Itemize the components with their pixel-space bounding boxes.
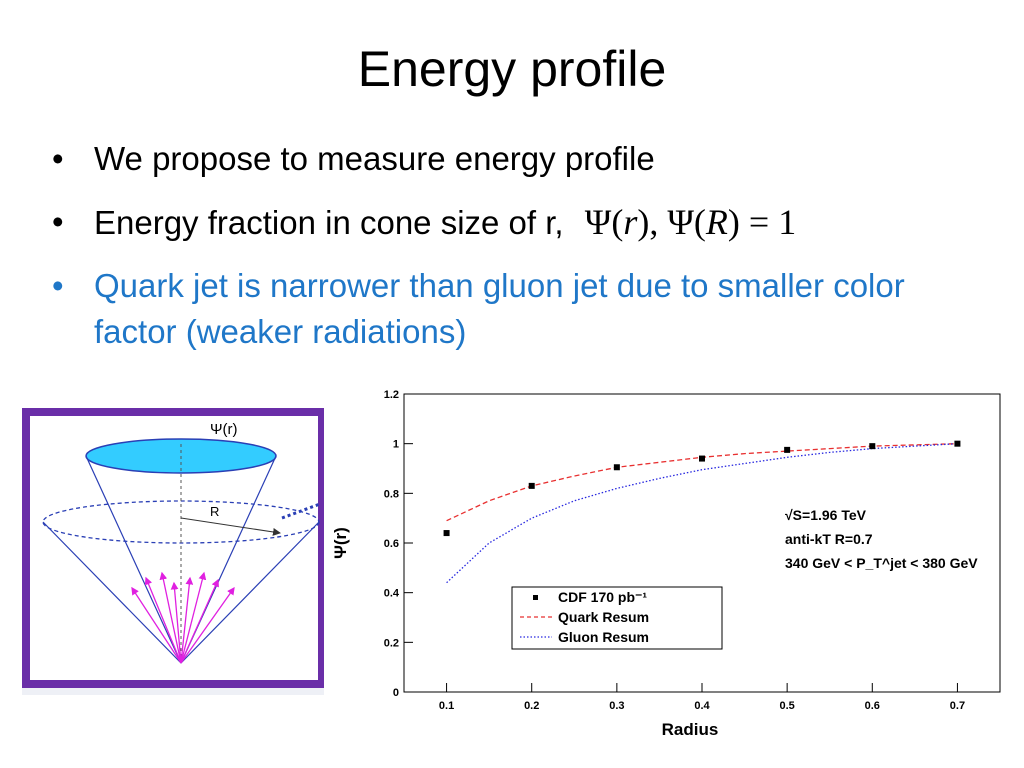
cone-top-label: Ψ(r) bbox=[210, 421, 238, 438]
bullet-item: • We propose to measure energy profile bbox=[52, 136, 992, 182]
cone-diagram: Ψ(r) R bbox=[22, 408, 324, 695]
data-point bbox=[954, 440, 961, 447]
y-axis: 0 0.2 0.4 0.6 0.8 1 1.2 bbox=[384, 389, 413, 699]
bullet-text: Energy fraction in cone size of r, bbox=[94, 204, 564, 241]
x-tick-label: 0.5 bbox=[779, 700, 794, 712]
radius-extension bbox=[281, 502, 321, 520]
x-axis-label: Radius bbox=[662, 720, 719, 739]
legend-cdf: CDF 170 pb⁻¹ bbox=[558, 589, 647, 605]
y-tick-label: 0 bbox=[393, 687, 399, 699]
x-tick-label: 0.3 bbox=[609, 700, 624, 712]
x-tick-label: 0.7 bbox=[950, 700, 965, 712]
data-point bbox=[443, 530, 450, 537]
particle-arrow bbox=[144, 576, 182, 664]
particle-arrows bbox=[131, 571, 235, 664]
slide-title: Energy profile bbox=[357, 41, 667, 97]
bullet-dot: • bbox=[52, 203, 64, 240]
y-tick-label: 0.2 bbox=[384, 637, 399, 649]
y-tick-label: 0.4 bbox=[384, 588, 400, 600]
formula-rhs: 1 bbox=[778, 202, 797, 242]
formula-r: r bbox=[623, 202, 638, 242]
particle-arrow bbox=[180, 578, 219, 664]
bullet-item: • Energy fraction in cone size of r, Ψ(r… bbox=[52, 199, 992, 246]
bullet-dot: • bbox=[52, 267, 64, 304]
particle-arrow bbox=[180, 586, 235, 664]
x-axis: 0.1 0.2 0.3 0.4 0.5 0.6 0.7 bbox=[439, 683, 965, 712]
data-point bbox=[699, 455, 705, 462]
y-axis-label: Ψ(r) bbox=[331, 527, 350, 559]
radius-arrow bbox=[180, 517, 281, 536]
formula-R: R bbox=[705, 202, 728, 242]
particle-arrow bbox=[131, 586, 182, 664]
radius-edge-left bbox=[42, 521, 182, 664]
annotation-algorithm: anti-kT R=0.7 bbox=[785, 531, 873, 547]
gluon-resum-curve bbox=[446, 443, 958, 584]
legend-marker-cdf bbox=[533, 595, 538, 600]
bullet-list: • We propose to measure energy profile •… bbox=[52, 136, 992, 372]
y-tick-label: 1.2 bbox=[384, 389, 399, 401]
x-tick-label: 0.6 bbox=[865, 700, 880, 712]
x-tick-label: 0.4 bbox=[694, 700, 710, 712]
legend-box bbox=[511, 586, 723, 650]
legend: CDF 170 pb⁻¹ Quark Resum Gluon Resum bbox=[511, 586, 723, 650]
y-tick-label: 1 bbox=[393, 439, 399, 451]
particle-arrow bbox=[170, 581, 182, 664]
cone-edge-left bbox=[85, 455, 182, 664]
particle-arrow bbox=[180, 576, 194, 664]
x-tick-label: 0.1 bbox=[439, 700, 454, 712]
particle-arrow bbox=[159, 571, 182, 664]
chart-annotation: √S=1.96 TeV anti-kT R=0.7 340 GeV < P_T^… bbox=[785, 507, 978, 571]
energy-profile-chart: 00.20.40.60.811.2 0.1 0.2 0.3 0.4 0.5 0.6 0.7 … bbox=[331, 389, 1001, 739]
annotation-energy: √S=1.96 TeV bbox=[785, 507, 867, 523]
y-tick-label: 0.8 bbox=[384, 488, 399, 500]
psi-formula: Ψ(r), Ψ(R) = 1 bbox=[584, 202, 797, 242]
data-point bbox=[613, 464, 620, 471]
annotation-pt-range: 340 GeV < P_T^jet < 380 GeV bbox=[785, 555, 978, 571]
cone-radius-label: R bbox=[210, 504, 219, 519]
data-point bbox=[869, 443, 876, 450]
y-tick-label: 0.6 bbox=[384, 538, 399, 550]
particle-arrow bbox=[180, 571, 207, 664]
legend-quark: Quark Resum bbox=[558, 609, 649, 625]
data-markers bbox=[443, 440, 961, 537]
bullet-dot: • bbox=[52, 140, 64, 177]
x-tick-label: 0.2 bbox=[524, 700, 539, 712]
data-point bbox=[528, 482, 535, 489]
bullet-text: We propose to measure energy profile bbox=[94, 140, 655, 177]
radius-edge-right bbox=[180, 521, 320, 664]
formula-psi: Ψ bbox=[584, 202, 612, 242]
formula-psi: Ψ bbox=[667, 202, 694, 242]
legend-gluon: Gluon Resum bbox=[558, 629, 649, 645]
bullet-text: Quark jet is narrower than gluon jet due… bbox=[94, 267, 905, 350]
bullet-item: • Quark jet is narrower than gluon jet d… bbox=[52, 263, 992, 355]
data-point bbox=[784, 446, 791, 453]
